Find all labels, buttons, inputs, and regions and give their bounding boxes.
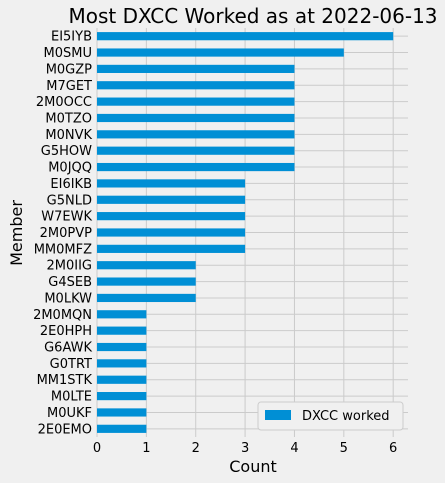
x-axis-label: Count [229,457,277,476]
bar [97,179,246,188]
bar [97,375,147,384]
y-tick-label: EI5IYB [51,30,92,45]
bar [97,392,147,401]
y-tick-label: 2E0EMO [38,422,92,437]
bar [97,32,394,41]
y-tick-label: MM1STK [37,373,93,388]
x-tick-label: 5 [340,441,348,456]
y-tick-label: 2M0IIG [47,259,93,274]
bar [97,64,295,73]
x-tick-label: 2 [192,441,200,456]
legend-label: DXCC worked [302,409,390,424]
y-tick-label: M0SMU [44,46,92,61]
x-tick-labels: 0 1 2 3 4 5 6 [93,441,397,456]
y-tick-label: 2M0OCC [36,95,92,110]
bar [97,293,196,303]
bar [97,81,295,90]
bar [97,261,196,270]
bars [97,32,394,433]
bar [97,146,295,155]
bar [97,424,147,433]
x-tick-label: 3 [241,441,249,456]
y-tick-label: G0TRT [50,357,92,372]
bar [97,359,147,368]
bar [97,97,295,106]
legend-swatch [265,410,291,420]
bar [97,342,147,352]
bar [97,228,246,237]
x-tick-label: 1 [142,441,150,456]
bar [97,326,147,335]
bar [97,277,196,286]
y-tick-label: 2M0MQN [33,308,92,323]
y-tick-label: M7GET [46,79,92,94]
y-tick-label: EI6IKB [50,177,92,192]
y-axis-label: Member [7,200,26,266]
legend: DXCC worked [257,401,404,431]
x-tick-label: 0 [93,441,101,456]
bar [97,130,295,139]
y-tick-label: G5HOW [41,144,92,159]
y-tick-label: M0UKF [47,406,92,421]
y-tick-label: M0LTE [51,390,92,405]
x-tick-label: 6 [389,441,397,456]
bar [97,244,246,253]
y-tick-label: W7EWK [41,210,92,225]
bar [97,310,147,319]
legend-box [257,401,404,431]
bar [97,48,344,57]
y-tick-label: MM0MFZ [34,242,92,257]
x-tick-label: 4 [290,441,298,456]
y-tick-label: 2E0HPH [40,324,92,339]
y-tick-label: M0GZP [46,62,92,77]
y-tick-label: 2M0PVP [40,226,92,241]
chart-title: Most DXCC Worked as at 2022-06-13 [68,4,437,28]
y-tick-label: M0LKW [44,291,92,306]
y-tick-label: M0JQQ [48,161,92,176]
bar [97,408,147,417]
y-tick-label: G6AWK [44,341,92,356]
bar [97,212,246,221]
y-tick-label: M0TZO [45,111,92,126]
y-tick-label: M0NVK [45,128,92,143]
y-tick-label: G4SEB [48,275,92,290]
bar [97,162,295,172]
bar [97,195,246,204]
y-tick-label: G5NLD [47,193,92,208]
bar [97,113,295,123]
